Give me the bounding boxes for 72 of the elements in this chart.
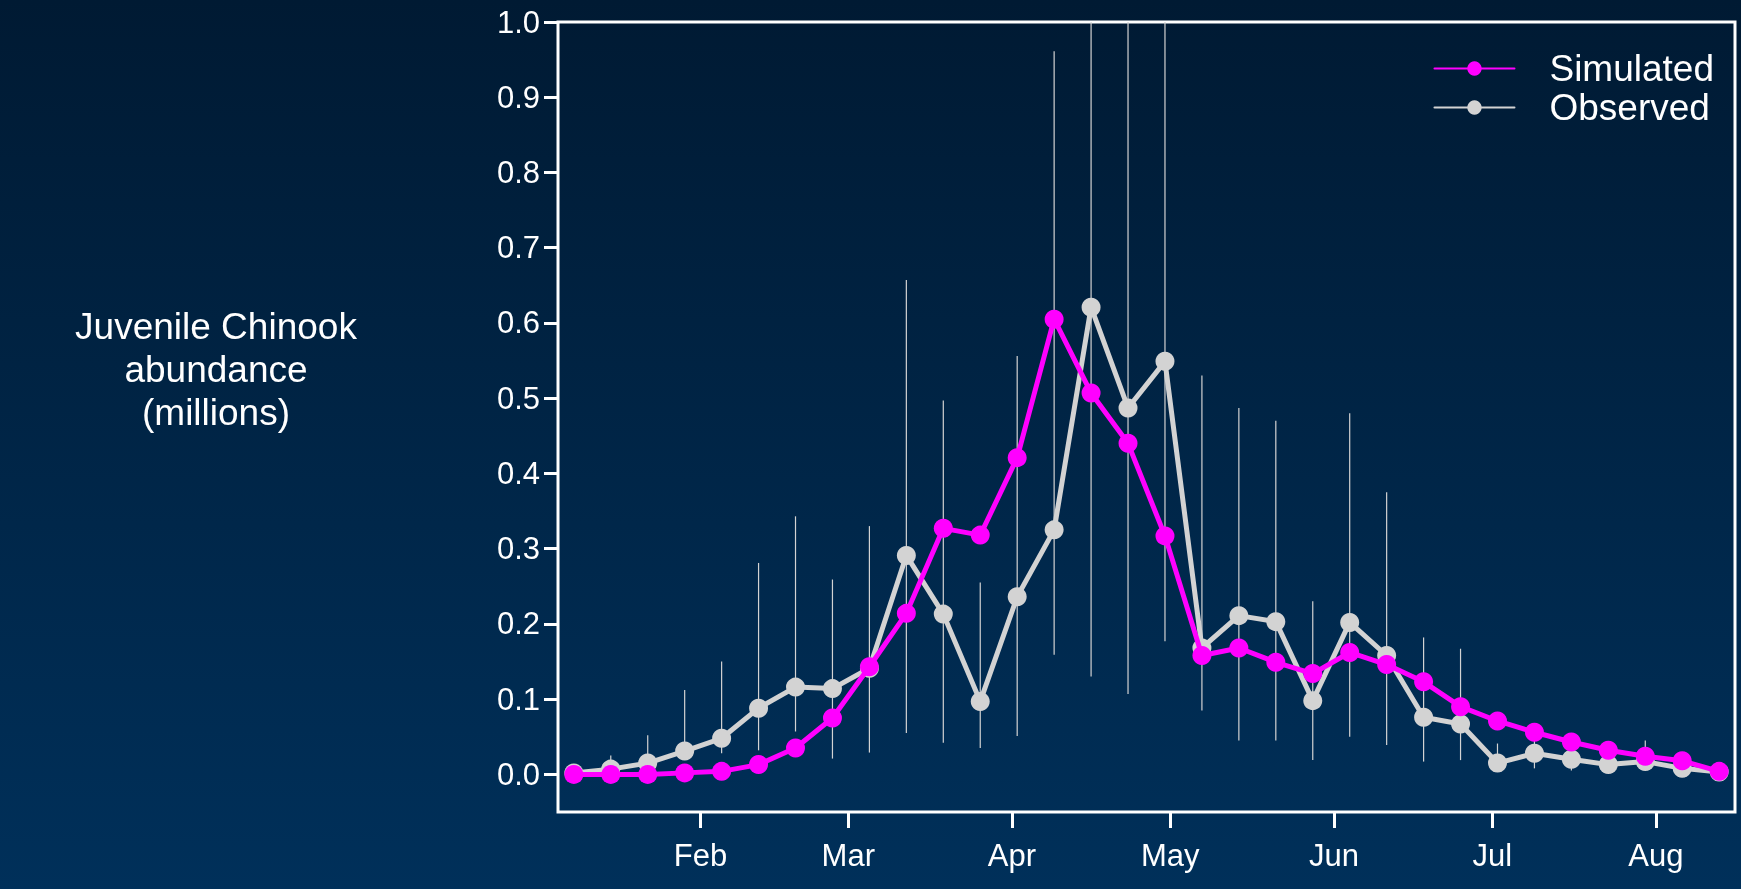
- point: [1155, 526, 1175, 546]
- point: [1598, 740, 1618, 760]
- point: [1524, 743, 1544, 763]
- y-tick-label: 0.3: [496, 531, 540, 567]
- point: [1007, 587, 1027, 607]
- point: [970, 525, 990, 545]
- point: [1672, 751, 1692, 771]
- y-tick-label: 0.4: [496, 455, 540, 491]
- y-tick-label: 0.9: [496, 79, 540, 115]
- point: [1635, 746, 1655, 766]
- point: [1340, 643, 1360, 662]
- y-axis-title: Juvenile Chinook abundance (millions): [74, 305, 358, 434]
- point: [896, 545, 916, 565]
- point: [1266, 652, 1286, 672]
- y-tick-label: 0.8: [496, 154, 540, 190]
- point: [970, 691, 990, 711]
- point: [1488, 753, 1507, 773]
- point: [749, 755, 769, 775]
- point: [638, 764, 658, 784]
- point: [822, 679, 842, 699]
- point: [1266, 612, 1286, 632]
- point: [822, 708, 842, 728]
- point: [675, 741, 695, 761]
- point: [1229, 638, 1249, 658]
- point: [1414, 672, 1434, 692]
- x-tick-label: Apr: [987, 838, 1037, 873]
- y-tick-label: 0.0: [496, 756, 540, 792]
- point: [1451, 714, 1471, 734]
- x-tick-label: Feb: [673, 838, 728, 873]
- point: [1118, 398, 1138, 418]
- legend-label: Simulated: [1549, 48, 1714, 89]
- x-tick-label: Aug: [1628, 838, 1684, 873]
- point: [1561, 749, 1581, 769]
- y-tick-label: 1.0: [496, 4, 540, 40]
- point: [1081, 383, 1101, 403]
- point: [1118, 433, 1138, 453]
- legend-label: Observed: [1549, 87, 1710, 128]
- point: [1229, 606, 1249, 626]
- point: [896, 603, 916, 623]
- point: [1561, 732, 1581, 752]
- point: [1155, 351, 1175, 371]
- y-tick-label: 0.7: [496, 230, 540, 266]
- y-tick-label: 0.6: [496, 305, 540, 341]
- point: [1303, 664, 1323, 684]
- x-tick-label: Mar: [821, 838, 875, 873]
- y-tick-label: 0.2: [496, 606, 540, 642]
- point: [1044, 520, 1064, 540]
- x-tick-label: May: [1140, 838, 1201, 873]
- y-tick-label: 0.1: [496, 681, 540, 717]
- y-tick-label: 0.5: [496, 380, 540, 416]
- point: [712, 761, 732, 781]
- x-tick-label: Jun: [1308, 838, 1359, 873]
- point: [1524, 722, 1544, 742]
- point: [933, 604, 953, 624]
- point: [1451, 697, 1471, 717]
- point: [601, 764, 621, 784]
- point: [1340, 612, 1360, 632]
- x-tick-label: Jul: [1472, 838, 1513, 873]
- point: [933, 518, 953, 538]
- point: [786, 738, 806, 758]
- point: [1007, 448, 1027, 468]
- point: [675, 763, 695, 783]
- point: [1414, 707, 1434, 727]
- point: [1192, 646, 1212, 665]
- point: [1488, 711, 1507, 731]
- point: [1303, 691, 1323, 711]
- point: [1044, 309, 1064, 329]
- point: [712, 728, 732, 748]
- point: [749, 698, 769, 718]
- point: [1377, 655, 1397, 675]
- point: [1081, 297, 1101, 317]
- point: [786, 677, 806, 697]
